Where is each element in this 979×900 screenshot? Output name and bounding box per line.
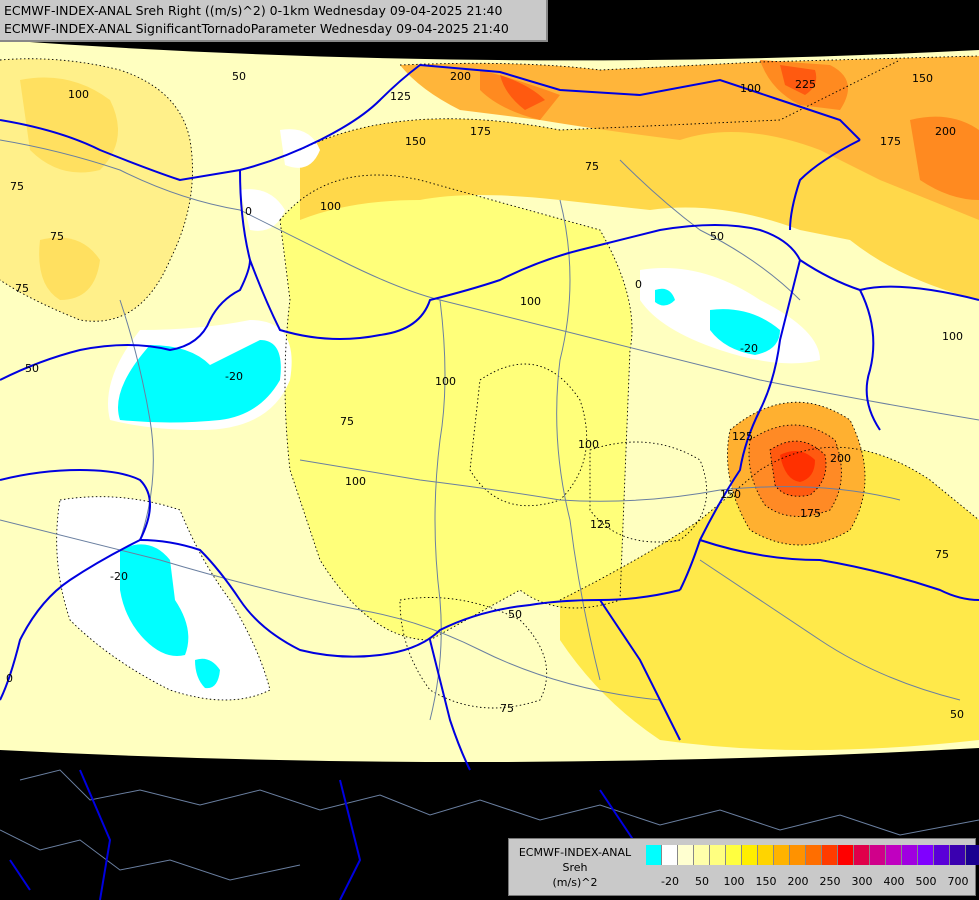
legend-swatch (774, 845, 790, 865)
legend-units: (m/s)^2 (552, 876, 598, 889)
contour-label: 0 (6, 672, 13, 685)
contour-label: 100 (320, 200, 341, 213)
contour-label: 200 (450, 70, 471, 83)
legend-tick-label: -20 (661, 875, 679, 888)
country-borders (0, 63, 979, 771)
contour-label: 100 (578, 438, 599, 451)
legend-swatch (886, 845, 902, 865)
map-title-line-1: ECMWF-INDEX-ANAL Sreh Right ((m/s)^2) 0-… (4, 3, 503, 18)
legend-tick-label: 250 (819, 875, 841, 888)
legend-tick-label: 400 (883, 875, 905, 888)
contour-label: 150 (405, 135, 426, 148)
legend-swatch (662, 845, 678, 865)
legend-swatch (966, 845, 979, 865)
legend-swatch (854, 845, 870, 865)
contour-label: 175 (880, 135, 901, 148)
contour-label: 100 (345, 475, 366, 488)
legend-tick-label: 300 (851, 875, 873, 888)
map-title-line-2: ECMWF-INDEX-ANAL SignificantTornadoParam… (4, 21, 509, 36)
contour-label: 75 (585, 160, 599, 173)
contour-label: 200 (830, 452, 851, 465)
color-legend: ECMWF-INDEX-ANAL Sreh (m/s)^2 -20 50 100 15… (508, 838, 979, 896)
legend-tick-label: 700 (947, 875, 969, 888)
contour-label: 175 (800, 507, 821, 520)
contour-label: 75 (50, 230, 64, 243)
contour-label: 125 (732, 430, 753, 443)
contour-label: -20 (740, 342, 758, 355)
contour-label: 75 (340, 415, 354, 428)
contour-label: 100 (942, 330, 963, 343)
contour-label: 50 (232, 70, 246, 83)
contour-label: 100 (435, 375, 456, 388)
contour-value-labels: 50 100 75 200 150 175 225 150 200 175 10… (6, 70, 964, 721)
contour-label: 175 (470, 125, 491, 138)
legend-swatch (838, 845, 854, 865)
contour-label: 125 (390, 90, 411, 103)
legend-swatch (790, 845, 806, 865)
legend-swatch (710, 845, 726, 865)
contour-label: 150 (720, 488, 741, 501)
legend-tick-labels: -20 50 100 150 200 250 300 400 500 700 (646, 875, 976, 889)
legend-swatch (934, 845, 950, 865)
legend-tick-label: 200 (787, 875, 809, 888)
legend-swatch (726, 845, 742, 865)
legend-swatch (758, 845, 774, 865)
contour-label: -20 (110, 570, 128, 583)
land-outline-black (0, 769, 979, 900)
contour-label: 50 (25, 362, 39, 375)
contour-label: 200 (935, 125, 956, 138)
contour-label: 150 (912, 72, 933, 85)
legend-swatch (806, 845, 822, 865)
map-title-box: ECMWF-INDEX-ANAL Sreh Right ((m/s)^2) 0-… (0, 0, 548, 42)
legend-tick-label: 50 (695, 875, 709, 888)
legend-title-line-2: Sreh (562, 861, 588, 874)
contour-label: 0 (245, 205, 252, 218)
contour-label: -20 (225, 370, 243, 383)
legend-swatch (678, 845, 694, 865)
legend-swatch (902, 845, 918, 865)
contour-label: 75 (10, 180, 24, 193)
contour-label: 50 (710, 230, 724, 243)
rivers (0, 139, 979, 721)
legend-swatch (870, 845, 886, 865)
legend-swatch (918, 845, 934, 865)
legend-title: ECMWF-INDEX-ANAL Sreh (m/s)^2 (513, 845, 637, 890)
contour-label: 50 (508, 608, 522, 621)
contour-label: 75 (935, 548, 949, 561)
contour-label: 100 (740, 82, 761, 95)
contour-label: 225 (795, 78, 816, 91)
legend-swatch (950, 845, 966, 865)
contour-label: 75 (500, 702, 514, 715)
legend-tick-label: 100 (723, 875, 745, 888)
legend-swatch (742, 845, 758, 865)
contour-label: 75 (15, 282, 29, 295)
contour-label: 50 (950, 708, 964, 721)
contour-label: 100 (520, 295, 541, 308)
legend-tick-label: 150 (755, 875, 777, 888)
contour-lines (0, 55, 979, 709)
legend-tick-label: 500 (915, 875, 937, 888)
contour-label: 0 (635, 278, 642, 291)
legend-color-scale (646, 845, 979, 865)
legend-swatch (646, 845, 662, 865)
legend-swatch (822, 845, 838, 865)
contour-label: 125 (590, 518, 611, 531)
legend-swatch (694, 845, 710, 865)
contour-label: 100 (68, 88, 89, 101)
legend-title-line-1: ECMWF-INDEX-ANAL (518, 846, 632, 859)
